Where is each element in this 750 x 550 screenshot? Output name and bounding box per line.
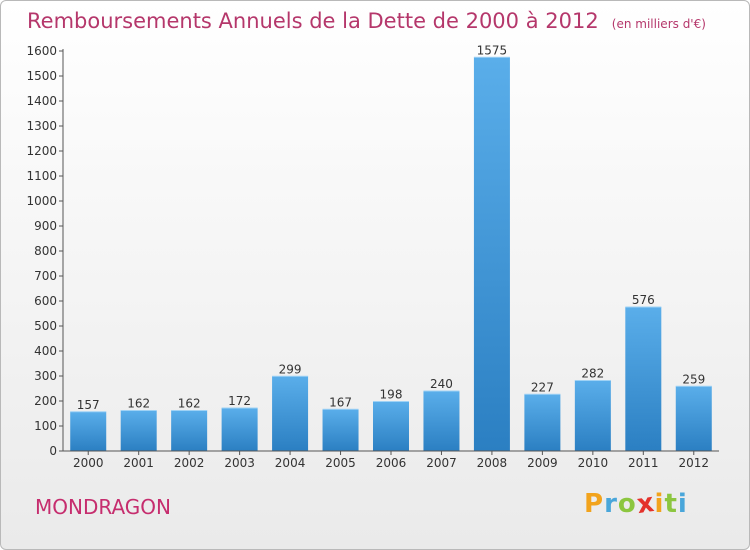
chart-title: Remboursements Annuels de la Dette de 20… [27,9,706,33]
x-tick-label: 2000 [73,456,104,470]
bar-2002 [171,410,208,451]
logo-letter: r [604,489,618,519]
bar-value-label: 162 [178,397,201,411]
y-tick-label: 1200 [26,144,57,158]
x-tick-label: 2010 [578,456,609,470]
logo-letter: P [584,489,605,519]
logo-letter: i [654,489,665,519]
bar-value-label: 198 [380,388,403,402]
bar-value-label: 299 [279,362,302,376]
logo-letter: o [617,489,637,519]
logo-letter: x [634,487,657,521]
bar-2008 [473,57,510,451]
bar-2003 [221,408,258,451]
bar-value-label: 240 [430,377,453,391]
bar-2011 [625,307,662,451]
bar-2006 [373,401,409,451]
y-tick-label: 800 [34,244,57,258]
y-tick-label: 1300 [26,119,57,133]
bar-2005 [322,409,359,451]
y-tick-label: 600 [34,294,57,308]
bar-value-label: 157 [77,398,100,412]
y-axis: 0 100 200 300 400 500 600 700 800 900 1000 1100 1200… [26,44,64,458]
bar-2010 [574,380,611,451]
y-tick-label: 400 [34,344,57,358]
y-tick-label: 200 [34,394,57,408]
bar-value-label: 1575 [477,43,508,57]
bars: 157 162 162 172 299 167 198 240 1575 227 282 576 259 [70,43,712,451]
x-tick-label: 2012 [678,456,709,470]
title-unit: (en milliers d'€) [611,17,706,31]
y-tick-label: 500 [34,319,57,333]
bar-2012 [675,386,712,451]
y-tick-label: 900 [34,219,57,233]
y-tick-label: 1500 [26,69,57,83]
bar-2000 [70,411,107,451]
x-tick-label: 2005 [325,456,356,470]
y-tick-label: 1100 [26,169,57,183]
x-tick-label: 2009 [527,456,558,470]
bar-value-label: 227 [531,380,554,394]
bar-value-label: 172 [228,394,251,408]
commune-name: MONDRAGON [35,495,171,519]
x-tick-label: 2008 [477,456,508,470]
x-tick-label: 2004 [275,456,306,470]
x-tick-label: 2006 [376,456,407,470]
y-tick-label: 0 [49,444,57,458]
y-tick-label: 1600 [26,44,57,58]
logo-letter: i [677,489,688,519]
x-tick-label: 2002 [174,456,205,470]
bar-2007 [423,391,460,451]
logo-letter: t [664,489,678,519]
y-tick-label: 1400 [26,94,57,108]
y-tick-label: 100 [34,419,57,433]
x-tick-label: 2003 [224,456,255,470]
y-tick-label: 700 [34,269,57,283]
bar-value-label: 576 [632,293,655,307]
bar-2001 [120,410,157,451]
bar-2009 [524,394,561,451]
y-tick-label: 300 [34,369,57,383]
bar-value-label: 282 [581,367,604,381]
title-text: Remboursements Annuels de la Dette de 20… [27,9,599,33]
proxiti-logo: Proxiti [584,487,688,521]
x-axis: 2000 2001 2002 2003 2004 2005 2006 2007 2008 2009… [63,450,719,470]
bar-value-label: 259 [682,372,705,386]
bar-value-label: 162 [127,397,150,411]
x-tick-label: 2001 [123,456,154,470]
bar-value-label: 167 [329,395,352,409]
y-tick-label: 1000 [26,194,57,208]
x-tick-label: 2007 [426,456,457,470]
bar-2004 [272,376,309,451]
x-tick-label: 2011 [628,456,659,470]
